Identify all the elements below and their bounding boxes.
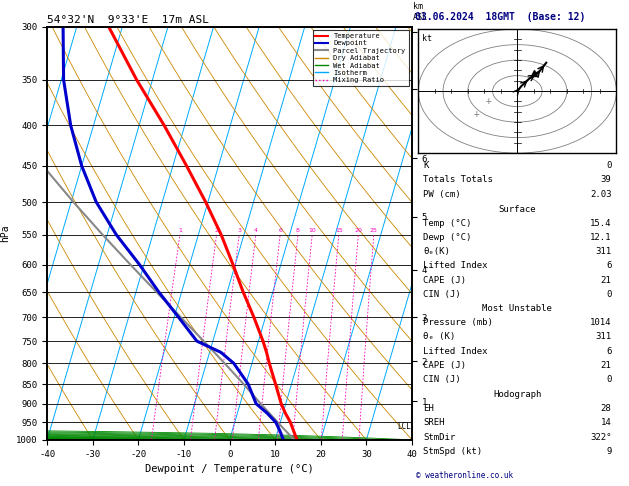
Text: Dewp (°C): Dewp (°C) bbox=[423, 233, 472, 242]
Text: 15.4: 15.4 bbox=[590, 219, 611, 228]
Text: +: + bbox=[473, 109, 479, 120]
Text: 311: 311 bbox=[595, 247, 611, 256]
Text: kt: kt bbox=[423, 35, 432, 43]
Text: 1014: 1014 bbox=[590, 318, 611, 327]
Y-axis label: hPa: hPa bbox=[1, 225, 11, 242]
Text: 6: 6 bbox=[606, 347, 611, 356]
Text: 8: 8 bbox=[296, 228, 300, 233]
Text: θₑ(K): θₑ(K) bbox=[423, 247, 450, 256]
Text: Lifted Index: Lifted Index bbox=[423, 347, 488, 356]
Text: 20: 20 bbox=[354, 228, 362, 233]
Text: 03.06.2024  18GMT  (Base: 12): 03.06.2024 18GMT (Base: 12) bbox=[415, 12, 586, 22]
Text: 12.1: 12.1 bbox=[590, 233, 611, 242]
Text: +: + bbox=[486, 96, 491, 106]
Text: 9: 9 bbox=[606, 447, 611, 456]
Text: 0: 0 bbox=[606, 161, 611, 170]
Text: 2.03: 2.03 bbox=[590, 190, 611, 199]
Text: 6: 6 bbox=[278, 228, 282, 233]
Text: CAPE (J): CAPE (J) bbox=[423, 276, 466, 284]
Text: Temp (°C): Temp (°C) bbox=[423, 219, 472, 228]
Text: km
ASL: km ASL bbox=[413, 2, 428, 22]
Text: 1: 1 bbox=[178, 228, 182, 233]
Text: Totals Totals: Totals Totals bbox=[423, 175, 493, 185]
Text: 0: 0 bbox=[606, 290, 611, 299]
Text: 39: 39 bbox=[601, 175, 611, 185]
Text: 54°32'N  9°33'E  17m ASL: 54°32'N 9°33'E 17m ASL bbox=[47, 15, 209, 25]
Text: K: K bbox=[423, 161, 429, 170]
Text: 3: 3 bbox=[237, 228, 241, 233]
Text: Pressure (mb): Pressure (mb) bbox=[423, 318, 493, 327]
Text: StmDir: StmDir bbox=[423, 433, 455, 442]
Text: 21: 21 bbox=[601, 361, 611, 370]
Text: 4: 4 bbox=[254, 228, 258, 233]
Text: θₑ (K): θₑ (K) bbox=[423, 332, 455, 342]
Text: 10: 10 bbox=[308, 228, 316, 233]
Text: 322°: 322° bbox=[590, 433, 611, 442]
Text: © weatheronline.co.uk: © weatheronline.co.uk bbox=[416, 471, 513, 480]
Text: SREH: SREH bbox=[423, 418, 445, 427]
Text: EH: EH bbox=[423, 404, 434, 413]
Text: 14: 14 bbox=[601, 418, 611, 427]
Text: Surface: Surface bbox=[499, 205, 536, 213]
Text: 28: 28 bbox=[601, 404, 611, 413]
Text: Most Unstable: Most Unstable bbox=[482, 304, 552, 313]
Text: PW (cm): PW (cm) bbox=[423, 190, 461, 199]
X-axis label: Dewpoint / Temperature (°C): Dewpoint / Temperature (°C) bbox=[145, 464, 314, 474]
Text: 6: 6 bbox=[606, 261, 611, 270]
Text: Lifted Index: Lifted Index bbox=[423, 261, 488, 270]
Text: 25: 25 bbox=[370, 228, 378, 233]
Text: CIN (J): CIN (J) bbox=[423, 290, 461, 299]
Text: 15: 15 bbox=[335, 228, 343, 233]
Text: CIN (J): CIN (J) bbox=[423, 375, 461, 384]
Text: LCL: LCL bbox=[397, 422, 411, 432]
Text: StmSpd (kt): StmSpd (kt) bbox=[423, 447, 482, 456]
Text: 311: 311 bbox=[595, 332, 611, 342]
Text: CAPE (J): CAPE (J) bbox=[423, 361, 466, 370]
Text: 0: 0 bbox=[606, 375, 611, 384]
Legend: Temperature, Dewpoint, Parcel Trajectory, Dry Adiabat, Wet Adiabat, Isotherm, Mi: Temperature, Dewpoint, Parcel Trajectory… bbox=[313, 30, 408, 86]
Text: 2: 2 bbox=[214, 228, 218, 233]
Text: Hodograph: Hodograph bbox=[493, 389, 542, 399]
Text: 21: 21 bbox=[601, 276, 611, 284]
